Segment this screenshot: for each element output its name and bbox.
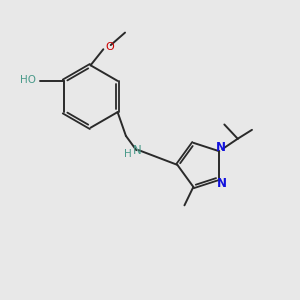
Text: O: O [105,42,114,52]
Text: H: H [124,149,131,159]
Text: N: N [217,177,227,190]
Text: N: N [133,144,141,157]
Text: HO: HO [20,75,36,85]
Text: N: N [216,141,226,154]
